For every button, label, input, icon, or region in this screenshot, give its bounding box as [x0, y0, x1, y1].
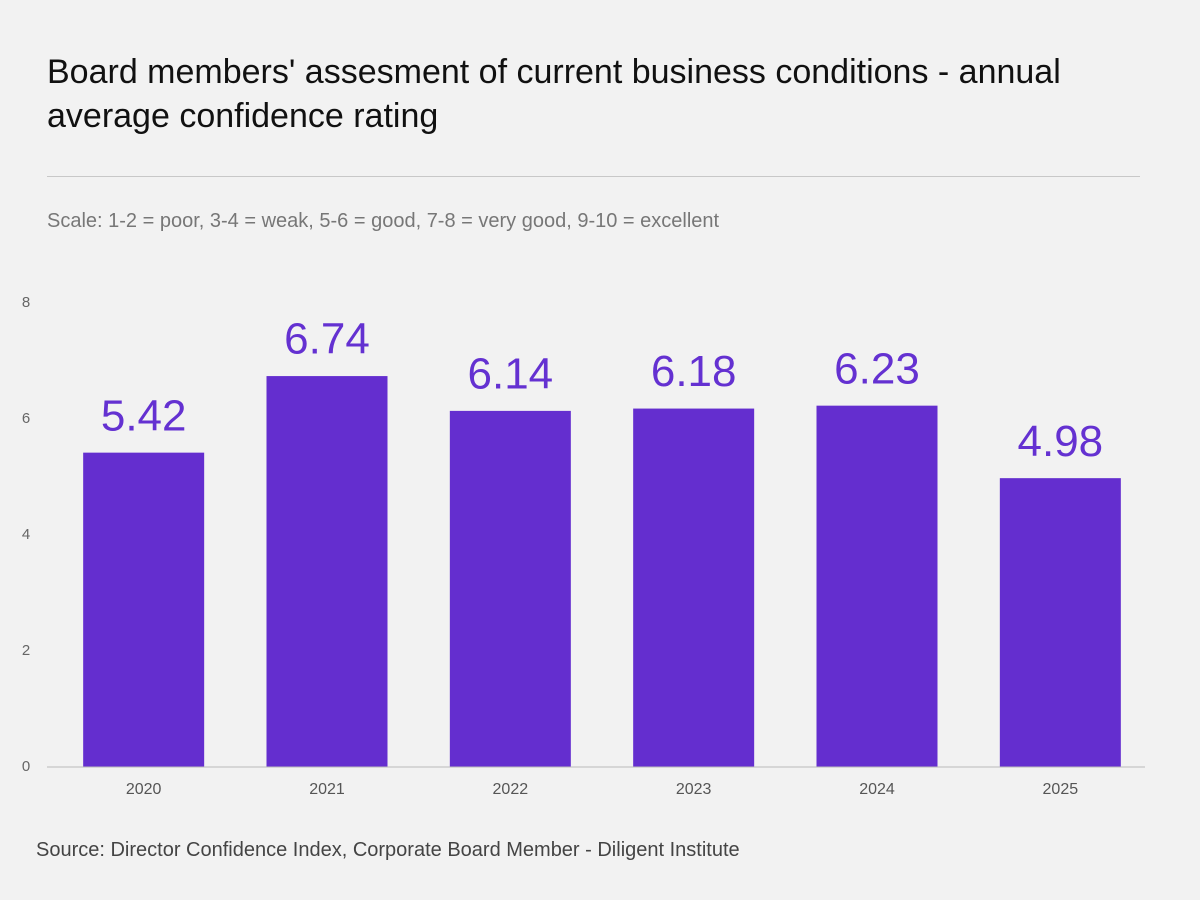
y-tick-label: 2	[22, 642, 30, 659]
data-label: 6.23	[834, 344, 920, 393]
bar	[449, 410, 571, 767]
y-tick-label: 6	[22, 410, 30, 427]
y-tick-label: 0	[22, 758, 30, 775]
divider	[47, 176, 1140, 177]
data-label: 6.74	[284, 315, 370, 364]
x-tick-label: 2020	[126, 781, 162, 798]
y-tick-label: 4	[22, 526, 30, 543]
y-tick-label: 8	[22, 294, 30, 311]
bar	[633, 408, 755, 767]
chart-subtitle: Scale: 1-2 = poor, 3-4 = weak, 5-6 = goo…	[47, 210, 720, 232]
x-tick-label: 2023	[676, 781, 712, 798]
source-note: Source: Director Confidence Index, Corpo…	[36, 839, 740, 861]
bar	[266, 376, 388, 767]
bar	[83, 452, 205, 767]
data-label: 6.14	[468, 350, 554, 399]
x-tick-label: 2025	[1043, 781, 1079, 798]
x-tick-label: 2021	[309, 781, 345, 798]
bar	[999, 478, 1121, 767]
bar	[816, 405, 938, 767]
data-label: 5.42	[101, 391, 187, 440]
chart-title: Board members' assesment of current busi…	[47, 53, 1061, 135]
data-label: 4.98	[1018, 417, 1104, 466]
x-tick-label: 2022	[493, 781, 529, 798]
data-label: 6.18	[651, 347, 737, 396]
x-tick-label: 2024	[859, 781, 895, 798]
